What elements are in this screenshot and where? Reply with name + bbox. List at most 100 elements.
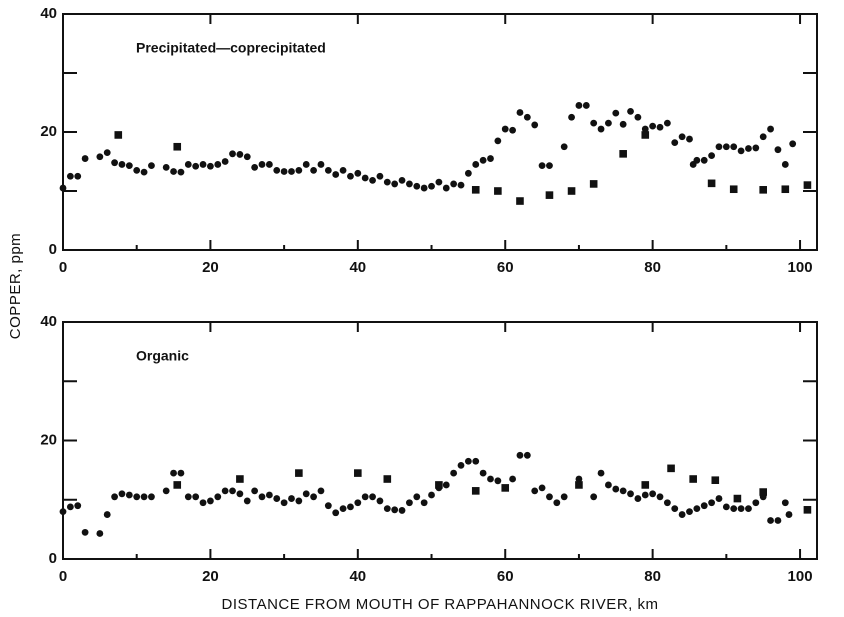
x-axis-label: DISTANCE FROM MOUTH OF RAPPAHANNOCK RIVE… <box>222 596 659 613</box>
data-point <box>354 499 362 507</box>
data-point <box>501 125 509 133</box>
y-tick-label: 0 <box>49 550 57 567</box>
data-square <box>494 187 502 195</box>
data-square <box>689 475 697 483</box>
data-point <box>546 493 553 501</box>
data-point <box>678 133 686 141</box>
data-point <box>339 166 347 174</box>
data-point <box>118 490 126 498</box>
data-point <box>737 147 745 155</box>
data-point <box>442 481 450 489</box>
data-point <box>125 162 133 170</box>
data-point <box>148 162 155 170</box>
data-point <box>103 511 111 518</box>
data-point <box>170 168 177 175</box>
data-point <box>759 133 767 141</box>
y-tick-label: 20 <box>40 123 57 140</box>
x-tick-label: 60 <box>497 259 514 276</box>
data-point <box>774 517 782 524</box>
data-point <box>730 143 738 151</box>
data-square <box>667 464 675 473</box>
data-point <box>243 153 251 161</box>
data-point <box>634 113 642 121</box>
data-point <box>317 487 325 495</box>
data-point <box>575 102 583 109</box>
data-point <box>494 137 502 145</box>
data-point <box>656 493 664 501</box>
data-point <box>450 180 458 188</box>
data-point <box>523 113 531 121</box>
data-point <box>148 493 155 501</box>
data-point <box>413 493 421 501</box>
data-point <box>207 162 214 170</box>
data-square <box>729 185 738 194</box>
data-square <box>516 197 524 205</box>
data-point <box>332 171 340 178</box>
data-point <box>258 493 266 501</box>
data-point <box>199 161 207 168</box>
x-tick-label: 80 <box>644 259 661 276</box>
data-point <box>74 502 82 510</box>
data-point <box>74 172 82 180</box>
data-point <box>361 174 369 182</box>
data-square <box>707 179 716 188</box>
data-point <box>671 139 679 147</box>
data-point <box>767 517 774 524</box>
data-square <box>114 131 123 139</box>
y-tick-label: 0 <box>49 241 57 258</box>
data-point <box>398 507 406 514</box>
data-point <box>118 161 126 168</box>
data-point <box>391 180 399 188</box>
data-point <box>693 156 701 164</box>
data-point <box>531 487 539 495</box>
x-tick-label: 0 <box>59 568 67 585</box>
data-point <box>442 184 450 192</box>
data-point <box>663 499 671 507</box>
data-point <box>785 511 793 518</box>
data-point <box>125 491 133 499</box>
data-point <box>406 180 413 188</box>
data-square <box>711 476 720 484</box>
data-square <box>295 469 303 477</box>
data-square <box>589 180 598 188</box>
data-point <box>656 123 664 131</box>
data-point <box>162 164 170 171</box>
data-point <box>295 497 303 505</box>
data-point <box>236 490 244 498</box>
data-point <box>103 149 111 157</box>
data-point <box>745 505 752 513</box>
data-point <box>752 499 760 507</box>
data-point <box>383 505 391 513</box>
data-square <box>383 475 392 483</box>
data-square <box>619 150 627 158</box>
data-point <box>590 119 598 127</box>
data-point <box>354 169 362 177</box>
data-point <box>420 184 428 192</box>
data-square <box>759 186 767 194</box>
data-point <box>177 168 185 176</box>
data-point <box>265 491 273 499</box>
panel-annotation: Organic <box>136 348 189 364</box>
x-tick-label: 20 <box>202 568 219 585</box>
data-point <box>686 135 693 143</box>
data-point <box>546 162 553 170</box>
data-point <box>472 161 480 168</box>
data-point <box>479 469 487 477</box>
data-point <box>413 182 421 190</box>
data-point <box>280 499 288 507</box>
data-point <box>634 495 642 502</box>
data-point <box>523 451 531 459</box>
data-point <box>722 503 730 511</box>
data-point <box>265 161 273 168</box>
data-point <box>722 143 730 151</box>
data-point <box>597 469 605 477</box>
data-point <box>302 161 310 168</box>
data-point <box>700 156 708 164</box>
data-point <box>678 511 686 518</box>
data-point <box>96 530 104 537</box>
data-point <box>383 178 391 186</box>
data-square <box>354 469 362 477</box>
data-square <box>471 487 480 495</box>
data-square <box>803 506 812 514</box>
data-point <box>66 172 74 180</box>
